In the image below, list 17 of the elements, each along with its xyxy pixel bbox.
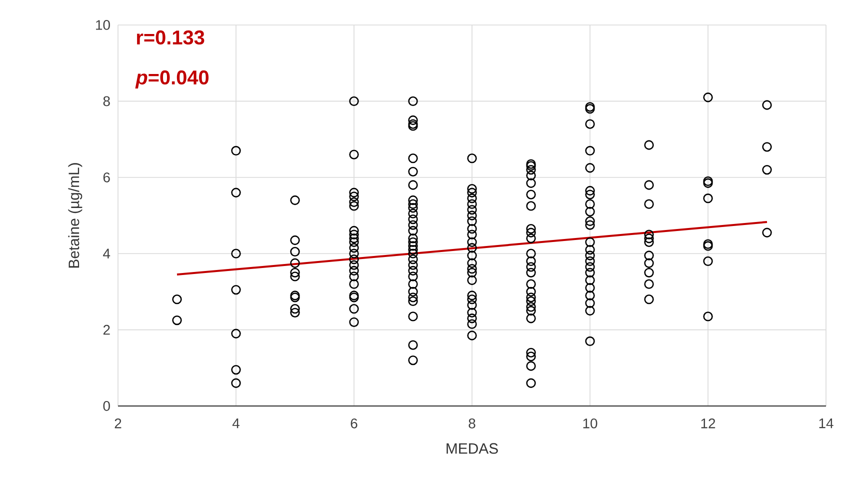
y-tick-label: 4 — [103, 248, 110, 258]
y-tick-label: 8 — [103, 96, 110, 106]
x-tick-label: 12 — [701, 418, 716, 428]
annotation: r=0.133 — [136, 30, 204, 45]
x-tick-label: 10 — [583, 418, 598, 428]
x-tick-label: 14 — [819, 418, 834, 428]
y-tick-label: 6 — [103, 172, 110, 182]
x-tick-label: 4 — [232, 418, 240, 428]
y-axis-title: Betaine (µg/mL) — [68, 163, 82, 268]
x-tick-label: 8 — [468, 418, 476, 428]
x-axis-title: MEDAS — [446, 443, 498, 454]
annotation: p=0.040 — [135, 70, 209, 88]
y-tick-label: 10 — [96, 20, 110, 30]
y-tick-label: 2 — [103, 324, 110, 335]
y-tick-label: 0 — [103, 401, 110, 411]
x-tick-label: 2 — [114, 418, 122, 428]
x-tick-label: 6 — [350, 418, 358, 428]
